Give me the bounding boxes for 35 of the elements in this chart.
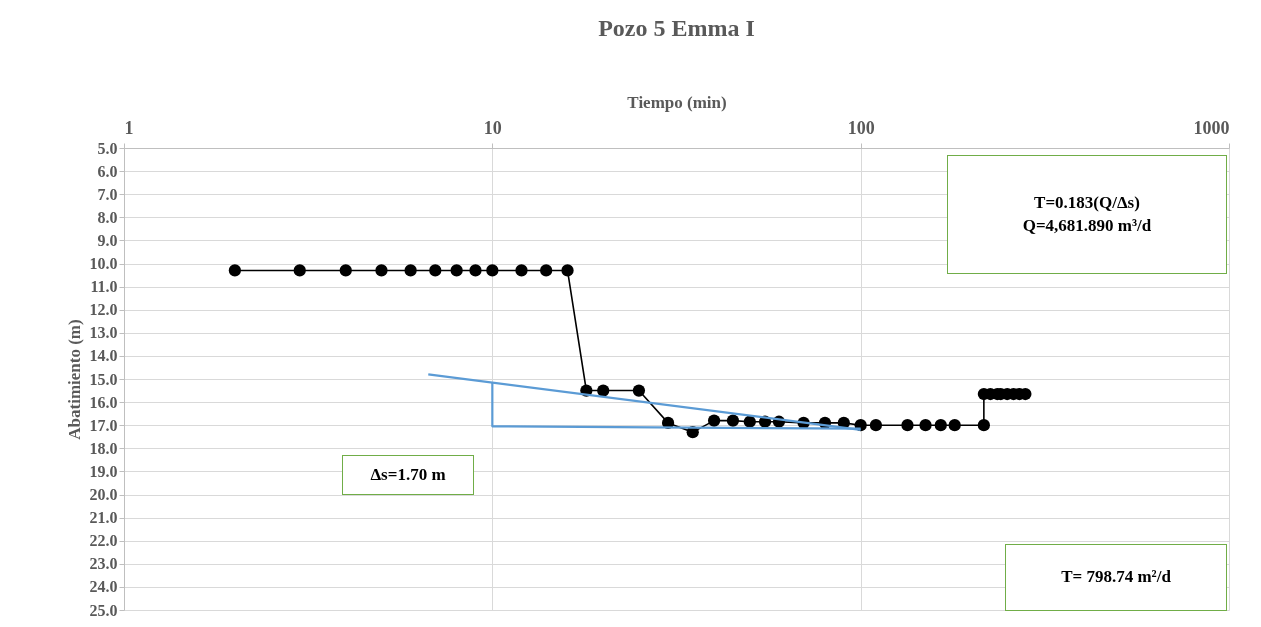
y-tick-label: 22.0 [89, 532, 118, 550]
y-axis-title: Abatimiento (m) [64, 319, 84, 440]
y-tick-label: 5.0 [97, 139, 118, 157]
x-tick-label: 100 [847, 117, 875, 138]
chart-title: Pozo 5 Emma I [598, 15, 755, 41]
y-tick-label: 17.0 [89, 416, 118, 434]
y-tick-label: 14.0 [89, 347, 118, 365]
annotation: Q=4,681.890 m³/d [1022, 214, 1152, 237]
y-tick-label: 25.0 [89, 601, 118, 619]
y-tick-label: 20.0 [89, 486, 118, 503]
y-tick-label: 16.0 [89, 393, 118, 411]
x-tick-label: 1000 [1193, 117, 1230, 138]
y-tick-label: 15.0 [89, 370, 118, 388]
annotation: Δs=1.70 m [370, 463, 446, 486]
text-box: T=0.183(Q/Δs) Q=4,681.890 m³/d [947, 155, 1227, 274]
y-tick-label: 24.0 [89, 578, 118, 596]
y-tick-label: 9.0 [97, 231, 118, 249]
text-box: T= 798.74 m²/d [1005, 544, 1227, 611]
x-tick-label: 10 [483, 117, 502, 138]
y-tick-label: 8.0 [97, 208, 118, 226]
y-tick-label: 10.0 [89, 255, 118, 272]
y-tick-label: 18.0 [89, 439, 118, 457]
y-tick-label: 23.0 [89, 555, 118, 573]
annotation: T=0.183(Q/Δs) [1034, 192, 1140, 215]
y-tick-label: 7.0 [97, 185, 118, 203]
x-tick-label: 1 [124, 117, 134, 138]
text-box: Δs=1.70 m [342, 455, 474, 495]
y-tick-label: 6.0 [97, 162, 118, 180]
y-tick-label: 12.0 [89, 301, 118, 319]
y-tick-label: 21.0 [89, 509, 118, 527]
x-axis-title: Tiempo (min) [627, 92, 727, 112]
y-tick-label: 13.0 [89, 324, 118, 342]
annotation: T= 798.74 m²/d [1061, 566, 1171, 589]
y-tick-label: 11.0 [90, 278, 118, 296]
y-tick-label: 19.0 [89, 462, 118, 480]
